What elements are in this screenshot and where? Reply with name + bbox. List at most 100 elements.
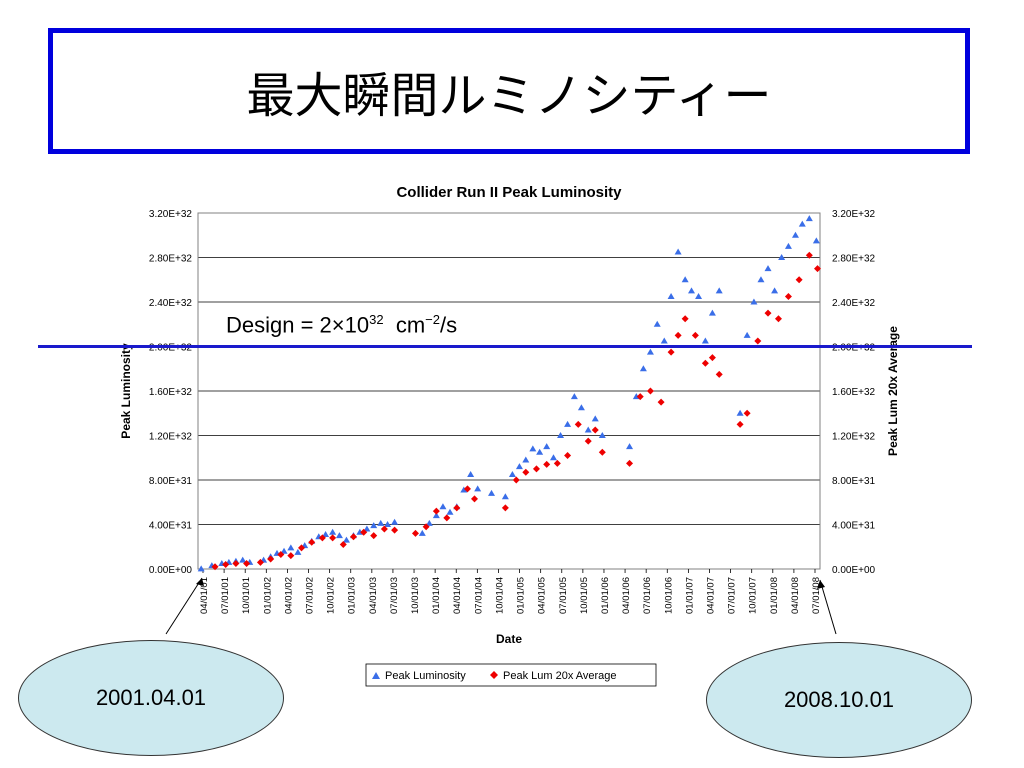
x-tick-label: 07/01/05 bbox=[558, 577, 569, 614]
peak-lum-average-point bbox=[453, 504, 461, 512]
peak-lum-average-point bbox=[350, 533, 357, 541]
peak-luminosity-point bbox=[660, 337, 668, 344]
y2-tick-label: 2.80E+32 bbox=[832, 254, 876, 265]
x-tick-label: 01/01/06 bbox=[600, 577, 611, 614]
x-tick-label: 04/01/02 bbox=[283, 577, 294, 614]
peak-luminosity-point bbox=[584, 426, 592, 433]
y2-axis-title: Peak Lum 20x Average bbox=[886, 326, 900, 456]
legend-average-marker bbox=[490, 671, 498, 679]
callout-end-date-text: 2008.10.01 bbox=[783, 687, 895, 712]
peak-luminosity-point bbox=[736, 409, 744, 416]
peak-luminosity-point bbox=[460, 486, 468, 493]
peak-luminosity-point bbox=[446, 508, 454, 515]
x-tick-label: 07/01/01 bbox=[220, 577, 231, 614]
peak-luminosity-point bbox=[646, 348, 654, 355]
peak-luminosity-point bbox=[626, 443, 634, 450]
peak-lum-average-point bbox=[243, 559, 251, 567]
peak-lum-average-point bbox=[574, 420, 582, 428]
peak-luminosity-point bbox=[280, 547, 288, 554]
peak-luminosity-point bbox=[667, 292, 675, 299]
peak-luminosity-point bbox=[522, 456, 530, 463]
peak-luminosity-point bbox=[570, 393, 578, 400]
peak-luminosity-point bbox=[425, 519, 433, 526]
peak-lum-average-point bbox=[391, 526, 399, 534]
peak-lum-average-point bbox=[422, 523, 430, 531]
peak-lum-average-point bbox=[522, 468, 530, 476]
peak-luminosity-point bbox=[543, 443, 551, 450]
peak-lum-average-point bbox=[256, 558, 264, 566]
x-tick-label: 01/01/04 bbox=[431, 577, 442, 614]
peak-lum-average-point bbox=[805, 251, 813, 259]
peak-luminosity-point bbox=[598, 432, 606, 438]
peak-luminosity-point bbox=[771, 287, 779, 294]
callout-start-date-text: 2001.04.01 bbox=[95, 685, 207, 710]
peak-luminosity-point bbox=[674, 248, 682, 255]
y-tick-label: 1.60E+32 bbox=[149, 387, 193, 398]
design-label: Design = 2×1032 cm−2/s bbox=[226, 312, 457, 338]
peak-lum-average-point bbox=[754, 337, 762, 345]
peak-lum-average-point bbox=[774, 315, 782, 323]
x-tick-label: 01/01/08 bbox=[769, 577, 780, 614]
peak-lum-average-point bbox=[691, 331, 699, 339]
peak-lum-average-point bbox=[222, 561, 230, 569]
peak-lum-average-point bbox=[626, 459, 634, 467]
peak-luminosity-point bbox=[812, 237, 820, 244]
peak-lum-average-point bbox=[784, 292, 792, 300]
peak-lum-average-point bbox=[443, 514, 451, 522]
peak-luminosity-point bbox=[701, 337, 709, 344]
peak-luminosity-point bbox=[515, 463, 523, 470]
peak-luminosity-point bbox=[743, 331, 751, 338]
peak-lum-average-point bbox=[470, 495, 478, 503]
peak-luminosity-point bbox=[764, 265, 772, 272]
peak-lum-average-point bbox=[674, 331, 682, 339]
peak-luminosity-point bbox=[432, 512, 440, 519]
peak-luminosity-point bbox=[322, 531, 330, 538]
x-tick-label: 10/01/03 bbox=[410, 577, 421, 614]
peak-luminosity-point bbox=[370, 522, 378, 529]
y-tick-label: 2.80E+32 bbox=[149, 254, 193, 265]
x-tick-label: 10/01/04 bbox=[494, 577, 505, 614]
x-axis-title: Date bbox=[496, 632, 522, 646]
peak-lum-average-point bbox=[814, 265, 822, 273]
x-tick-label: 04/01/05 bbox=[537, 577, 548, 614]
peak-luminosity-point bbox=[791, 231, 799, 238]
x-tick-label: 04/01/08 bbox=[790, 577, 801, 614]
peak-luminosity-point bbox=[329, 528, 337, 535]
peak-luminosity-point bbox=[536, 448, 544, 455]
peak-luminosity-point bbox=[708, 309, 716, 316]
peak-lum-average-point bbox=[743, 409, 751, 417]
peak-luminosity-point bbox=[488, 489, 496, 496]
plot-area bbox=[197, 212, 821, 570]
callout-end-pointer bbox=[819, 579, 837, 635]
peak-lum-average-point bbox=[646, 387, 654, 395]
x-tick-label: 10/01/02 bbox=[326, 577, 337, 614]
y2-tick-label: 8.00E+31 bbox=[832, 476, 876, 487]
x-tick-label: 07/01/08 bbox=[811, 577, 822, 614]
x-tick-label: 01/01/02 bbox=[262, 577, 273, 614]
peak-lum-average-point bbox=[708, 354, 716, 362]
y-tick-label: 4.00E+31 bbox=[149, 521, 193, 532]
peak-luminosity-point bbox=[474, 485, 482, 492]
x-tick-label: 10/01/05 bbox=[579, 577, 590, 614]
peak-lum-average-point bbox=[701, 359, 709, 367]
peak-luminosity-point bbox=[467, 470, 475, 477]
x-tick-label: 07/01/04 bbox=[473, 577, 484, 614]
peak-luminosity-point bbox=[377, 519, 385, 526]
peak-lum-average-point bbox=[764, 309, 772, 317]
x-tick-label: 10/01/07 bbox=[748, 577, 759, 614]
peak-lum-average-point bbox=[657, 398, 665, 406]
peak-luminosity-point bbox=[391, 518, 399, 525]
peak-lum-average-point bbox=[795, 276, 803, 284]
x-tick-label: 10/01/01 bbox=[241, 577, 252, 614]
design-label-unit: cm bbox=[395, 312, 426, 338]
peak-luminosity-point bbox=[342, 536, 350, 543]
design-label-unit-exp: −2 bbox=[425, 312, 440, 327]
callout-start-date: 2001.04.01 bbox=[18, 640, 284, 756]
y2-tick-label: 0.00E+00 bbox=[832, 565, 876, 576]
y2-tick-label: 3.20E+32 bbox=[832, 209, 876, 220]
slide-title: 最大瞬間ルミノシティー bbox=[246, 68, 772, 124]
peak-luminosity-point bbox=[784, 242, 792, 249]
peak-lum-average-point bbox=[636, 393, 644, 401]
peak-lum-average-point bbox=[715, 370, 723, 378]
peak-lum-average-point bbox=[267, 555, 275, 563]
